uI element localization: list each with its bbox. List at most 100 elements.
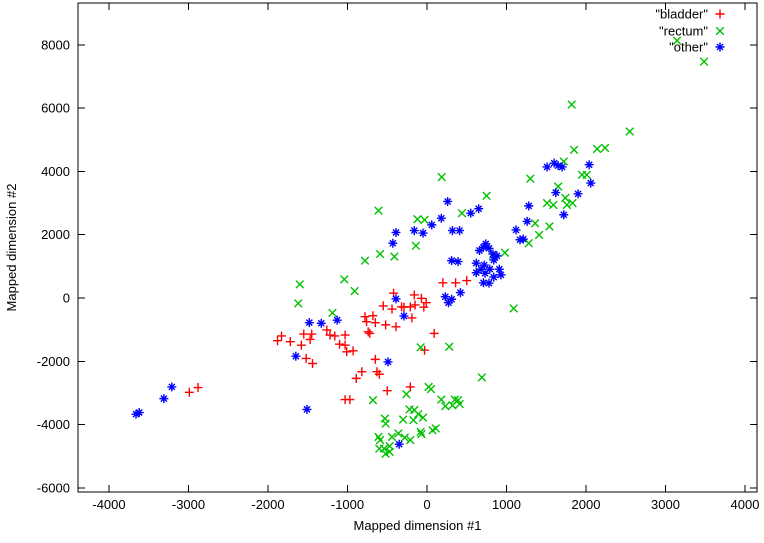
data-point [494,264,504,274]
data-point [325,330,335,340]
data-point [485,264,495,274]
data-point [489,255,499,265]
data-point [488,249,498,259]
data-point [330,331,340,341]
legend-marker-plus [715,9,725,19]
data-point [474,246,484,256]
data-point [308,358,318,368]
data-point [428,425,437,435]
data-point [184,387,194,397]
data-point [360,312,370,322]
data-point [420,215,429,225]
x-tick-label: -2000 [251,497,284,512]
data-point [511,225,521,235]
data-point [368,395,378,405]
data-point [455,399,464,409]
data-point [672,36,682,45]
data-point [159,394,169,404]
data-point [382,386,392,396]
data-point [332,315,342,325]
data-point [443,298,453,308]
data-point [567,100,576,109]
data-point [285,337,295,347]
data-point [374,206,383,215]
data-point [600,143,610,153]
data-point [378,301,388,311]
data-point [592,144,602,154]
data-point [426,384,436,394]
x-tick-label: 1000 [492,497,521,512]
data-point [447,226,457,236]
data-point [447,256,457,266]
data-point [542,198,552,208]
data-point [360,256,370,265]
y-tick-label: -2000 [37,354,70,369]
data-point [402,389,411,399]
data-point [427,220,437,230]
plot-border [77,2,758,493]
data-point [481,239,491,249]
data-point [478,242,488,252]
data-point [418,413,428,422]
data-point [417,429,426,439]
data-point [405,302,415,312]
data-point [400,433,410,442]
data-point [551,188,561,198]
data-point [534,230,544,240]
data-point [444,342,454,352]
data-point [474,204,484,214]
legend-label-bladder: "bladder" [655,7,708,22]
data-point [363,327,373,337]
x-tick-label: -1000 [331,497,364,512]
legend-marker-star [715,42,725,52]
data-point [348,346,358,356]
data-point [496,270,506,280]
data-point [530,218,540,228]
data-point [549,158,559,168]
data-point [625,127,635,136]
data-point [409,226,419,236]
data-point [440,292,450,302]
data-point [411,241,421,251]
data-point [492,251,502,261]
data-point [443,196,453,206]
data-point [448,400,457,410]
data-point [429,328,439,338]
data-point [293,299,303,308]
series-bladder [184,276,472,405]
data-point [381,449,390,458]
x-axis-title: Mapped dimension #1 [354,518,482,533]
data-point [193,383,203,393]
data-point [561,193,570,203]
data-point [484,243,494,253]
legend-label-rectum: "rectum" [659,24,708,39]
data-point [375,249,385,259]
data-point [273,336,283,346]
series-rectum [293,36,709,458]
data-point [390,252,399,261]
data-point [362,317,372,327]
data-point [421,298,431,308]
data-point [438,278,448,288]
x-tick-label: -3000 [172,497,205,512]
y-tick-label: 0 [63,290,70,305]
data-point [699,57,709,66]
data-point [479,260,489,270]
data-point [559,210,569,220]
data-point [399,311,409,321]
data-point [134,408,144,418]
data-point [522,216,532,226]
data-point [316,318,326,328]
data-point [370,318,380,328]
data-point [420,345,430,355]
x-tick-label: -4000 [92,497,125,512]
data-point [559,157,569,166]
data-point [509,304,518,313]
data-point [296,340,306,350]
data-point [416,343,425,352]
data-point [345,395,355,405]
data-point [301,353,311,363]
y-tick-label: 6000 [41,101,70,116]
data-point [451,278,461,288]
data-point [391,322,401,332]
